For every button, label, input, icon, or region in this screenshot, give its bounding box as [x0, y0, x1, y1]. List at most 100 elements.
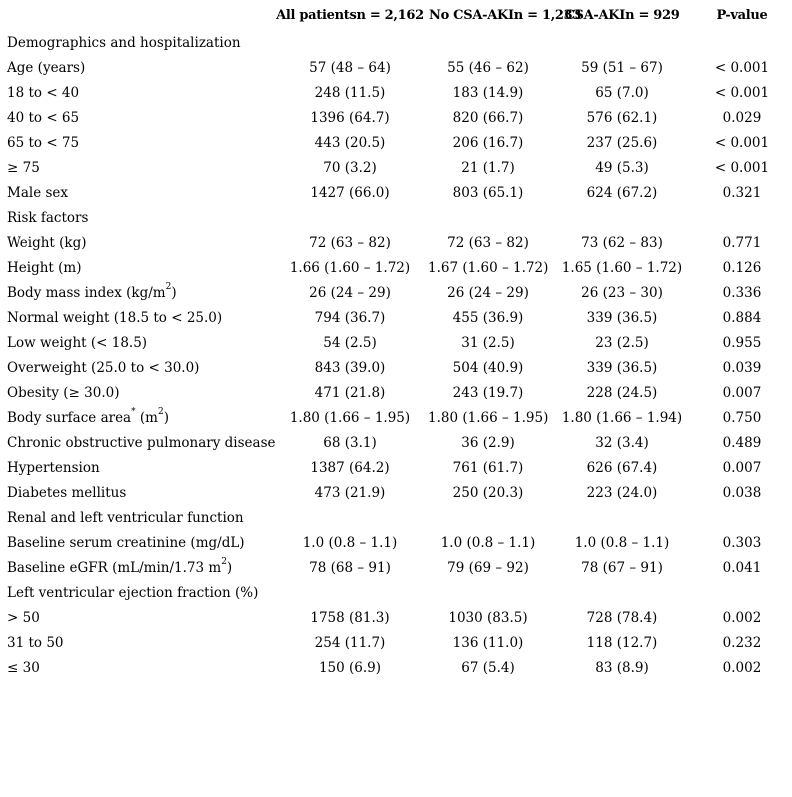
- row-label-suffix: ): [163, 409, 169, 426]
- cell-csa-aki: 65 (7.0): [595, 84, 649, 101]
- cell-all-patients: 1387 (64.2): [310, 459, 390, 476]
- cell-all-patients: 1.66 (1.60 – 1.72): [289, 259, 411, 276]
- row-label-text: Body mass index (kg/m: [7, 284, 166, 301]
- cell-p-value: 0.750: [722, 409, 762, 426]
- cell-all-patients: 1.80 (1.66 – 1.95): [289, 409, 411, 426]
- cell-all-patients: 843 (39.0): [314, 359, 386, 376]
- row-label: Baseline serum creatinine (mg/dL): [2, 530, 272, 555]
- row-label-text: 18 to < 40: [7, 84, 80, 101]
- cell-csa-aki: 223 (24.0): [586, 484, 658, 501]
- cell-all-patients: 443 (20.5): [314, 134, 386, 151]
- row-label: Hypertension: [2, 455, 272, 480]
- cell-p-value: 0.002: [722, 659, 762, 676]
- cell-p-value: 0.038: [722, 484, 762, 501]
- header-csa-aki: CSA-AKIn = 929: [564, 7, 680, 23]
- cell-no-csa-aki: 36 (2.9): [461, 434, 515, 451]
- row-label-text: Normal weight (18.5 to < 25.0): [7, 309, 223, 326]
- cell-p-value: < 0.001: [714, 84, 770, 101]
- table-row: Male sex 1427 (66.0) 803 (65.1) 624 (67.2) 0…: [2, 180, 788, 205]
- cell-all-patients: 57 (48 – 64): [309, 59, 391, 76]
- table-row: 40 to < 65 1396 (64.7) 820 (66.7) 576 (62.1…: [2, 105, 788, 130]
- row-label: Chronic obstructive pulmonary disease: [2, 430, 276, 455]
- header-no-csa-aki: No CSA-AKIn = 1,233: [429, 7, 582, 23]
- row-label-suffix: (m: [135, 409, 158, 426]
- cell-no-csa-aki: 504 (40.9): [452, 359, 524, 376]
- table-row: Weight (kg) 72 (63 – 82) 72 (63 – 82) 73 (6…: [2, 230, 788, 255]
- row-label: Diabetes mellitus: [2, 480, 272, 505]
- cell-no-csa-aki: 72 (63 – 82): [447, 234, 529, 251]
- cell-csa-aki: 73 (62 – 83): [581, 234, 663, 251]
- cell-p-value: < 0.001: [714, 59, 770, 76]
- table-row: Low weight (< 18.5) 54 (2.5) 31 (2.5) 23 (2…: [2, 330, 788, 355]
- cell-no-csa-aki: 243 (19.7): [452, 384, 524, 401]
- row-label-text: Hypertension: [7, 459, 100, 476]
- row-label-superscript: 2: [221, 556, 227, 567]
- table-row: 65 to < 75 443 (20.5) 206 (16.7) 237 (25.6)…: [2, 130, 788, 155]
- cell-all-patients: 72 (63 – 82): [309, 234, 391, 251]
- row-label-suffix: ): [171, 284, 177, 301]
- row-label-superscript: 2: [157, 406, 164, 417]
- cell-p-value: 0.041: [722, 559, 762, 576]
- row-label-text: Male sex: [7, 184, 69, 201]
- row-label-text: Baseline serum creatinine (mg/dL): [7, 534, 245, 551]
- row-label: Body mass index (kg/m2): [2, 280, 272, 305]
- row-label: 18 to < 40: [2, 80, 272, 105]
- cell-csa-aki: 1.0 (0.8 – 1.1): [574, 534, 670, 551]
- cell-p-value: 0.039: [722, 359, 762, 376]
- row-label: Overweight (25.0 to < 30.0): [2, 355, 272, 380]
- cell-no-csa-aki: 820 (66.7): [452, 109, 524, 126]
- row-label-superscript: *: [131, 406, 136, 417]
- table-section-row: Left ventricular ejection fraction (%): [2, 580, 788, 605]
- row-label: Weight (kg): [2, 230, 272, 255]
- cell-csa-aki: 624 (67.2): [586, 184, 658, 201]
- cell-csa-aki: 49 (5.3): [595, 159, 649, 176]
- table-row: 31 to 50 254 (11.7) 136 (11.0) 118 (12.7) 0.…: [2, 630, 788, 655]
- cell-p-value: 0.007: [722, 384, 762, 401]
- cell-all-patients: 473 (21.9): [314, 484, 386, 501]
- cell-all-patients: 794 (36.7): [314, 309, 386, 326]
- table-row: 18 to < 40 248 (11.5) 183 (14.9) 65 (7.0) < …: [2, 80, 788, 105]
- cell-no-csa-aki: 26 (24 – 29): [447, 284, 529, 301]
- cell-p-value: 0.126: [722, 259, 762, 276]
- cell-no-csa-aki: 1.0 (0.8 – 1.1): [440, 534, 536, 551]
- table-body: Demographics and hospitalization Age (yea…: [2, 30, 788, 680]
- cell-all-patients: 1758 (81.3): [310, 609, 390, 626]
- table-section-row: Demographics and hospitalization: [2, 30, 788, 55]
- row-label: 40 to < 65: [2, 105, 272, 130]
- row-label-text: Diabetes mellitus: [7, 484, 127, 501]
- row-label-text: ≤ 30: [7, 659, 40, 676]
- row-label-text: Baseline eGFR (mL/min/1.73 m: [7, 559, 222, 576]
- cell-p-value: 0.955: [722, 334, 762, 351]
- table-row: ≥ 75 70 (3.2) 21 (1.7) 49 (5.3) < 0.001: [2, 155, 788, 180]
- row-label-text: Overweight (25.0 to < 30.0): [7, 359, 200, 376]
- cell-p-value: 0.489: [722, 434, 762, 451]
- table-row: Height (m) 1.66 (1.60 – 1.72) 1.67 (1.60 –…: [2, 255, 788, 280]
- cell-no-csa-aki: 55 (46 – 62): [447, 59, 529, 76]
- header-p-value: P-value: [716, 7, 768, 23]
- row-label: Body surface area* (m2): [2, 405, 272, 430]
- cell-all-patients: 254 (11.7): [314, 634, 386, 651]
- row-label-text: Body surface area: [7, 409, 132, 426]
- table-section-row: Renal and left ventricular function: [2, 505, 788, 530]
- table-row: Body mass index (kg/m2) 26 (24 – 29) 26 (2…: [2, 280, 788, 305]
- cell-csa-aki: 576 (62.1): [586, 109, 658, 126]
- row-label: ≤ 30: [2, 655, 272, 680]
- cell-csa-aki: 728 (78.4): [586, 609, 658, 626]
- cell-csa-aki: 1.65 (1.60 – 1.72): [561, 259, 683, 276]
- row-label-text: Age (years): [7, 59, 86, 76]
- row-label: 65 to < 75: [2, 130, 272, 155]
- cell-all-patients: 68 (3.1): [323, 434, 377, 451]
- row-label-text: Height (m): [7, 259, 82, 276]
- cell-p-value: 0.002: [722, 609, 762, 626]
- table-container: All patientsn = 2,162 No CSA-AKIn = 1,23…: [2, 7, 788, 680]
- row-label: Baseline eGFR (mL/min/1.73 m2): [2, 555, 272, 580]
- table-row: Overweight (25.0 to < 30.0) 843 (39.0) 504…: [2, 355, 788, 380]
- row-label: > 50: [2, 605, 272, 630]
- cell-csa-aki: 339 (36.5): [586, 359, 658, 376]
- cell-p-value: 0.321: [722, 184, 762, 201]
- cell-p-value: 0.029: [722, 109, 762, 126]
- row-label-text: Weight (kg): [7, 234, 87, 251]
- cell-csa-aki: 339 (36.5): [586, 309, 658, 326]
- cell-no-csa-aki: 136 (11.0): [452, 634, 524, 651]
- cell-csa-aki: 83 (8.9): [595, 659, 649, 676]
